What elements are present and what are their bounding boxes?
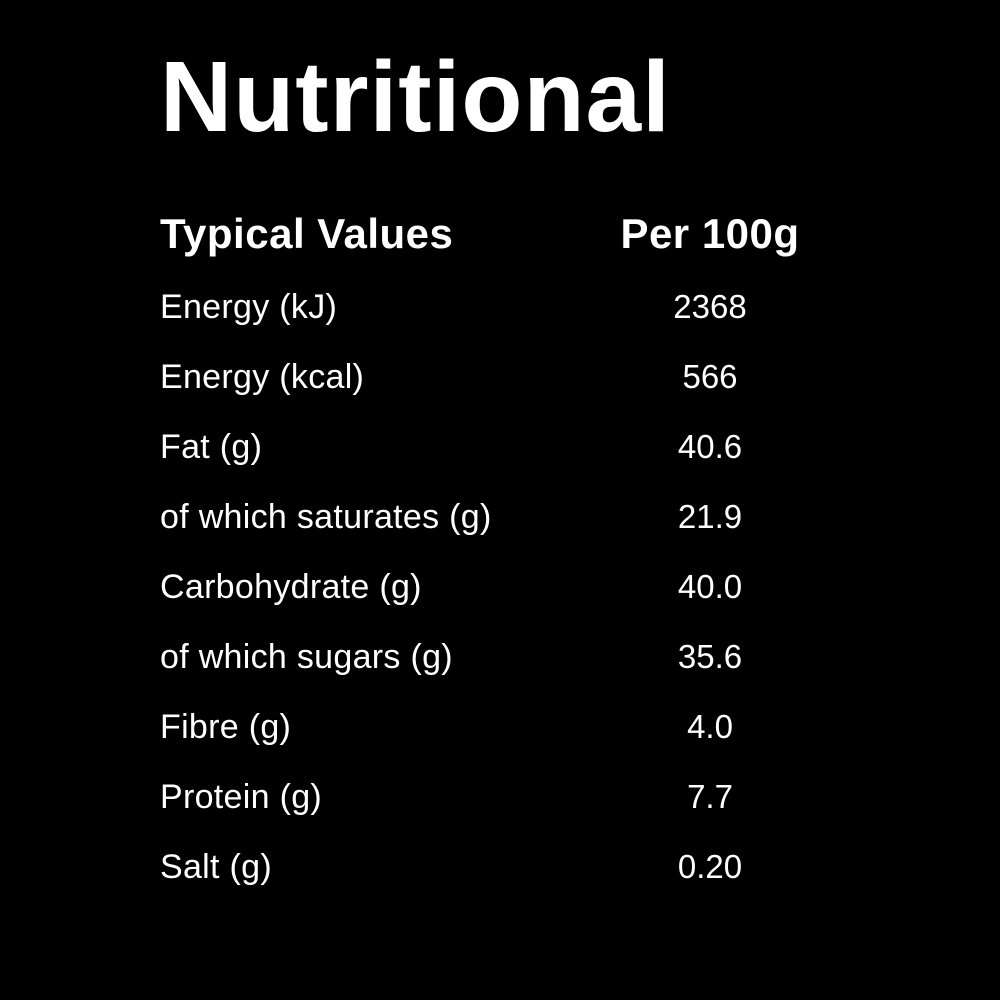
column-header-per-100g: Per 100g xyxy=(620,210,800,257)
row-value: 35.6 xyxy=(677,638,743,675)
table-row: Fat (g) 40.6 xyxy=(160,412,840,482)
table-row: Salt (g) 0.20 xyxy=(160,832,840,902)
row-label: Energy (kJ) xyxy=(160,287,338,326)
nutrition-label-panel: Nutritional Typical Values Per 100g Ener… xyxy=(160,42,840,902)
row-label: Carbohydrate (g) xyxy=(160,567,422,606)
row-label: of which sugars (g) xyxy=(160,637,453,676)
row-value: 40.0 xyxy=(677,568,743,605)
table-row: of which sugars (g) 35.6 xyxy=(160,622,840,692)
table-row: Energy (kcal) 566 xyxy=(160,342,840,412)
table-row: Protein (g) 7.7 xyxy=(160,762,840,832)
row-value: 4.0 xyxy=(687,708,733,745)
nutrition-table-rows: Energy (kJ) 2368 Energy (kcal) 566 Fat (… xyxy=(160,272,840,902)
row-value: 2368 xyxy=(673,288,747,325)
table-row: Carbohydrate (g) 40.0 xyxy=(160,552,840,622)
table-row: of which saturates (g) 21.9 xyxy=(160,482,840,552)
table-row: Fibre (g) 4.0 xyxy=(160,692,840,762)
row-value: 566 xyxy=(682,358,738,395)
row-label: of which saturates (g) xyxy=(160,497,492,536)
row-value: 7.7 xyxy=(687,778,733,815)
row-label: Fibre (g) xyxy=(160,707,292,746)
row-value: 40.6 xyxy=(677,428,743,465)
row-label: Salt (g) xyxy=(160,847,272,886)
table-header-row: Typical Values Per 100g xyxy=(160,210,840,258)
row-label: Protein (g) xyxy=(160,777,323,816)
row-label: Fat (g) xyxy=(160,427,263,466)
table-row: Energy (kJ) 2368 xyxy=(160,272,840,342)
row-value: 21.9 xyxy=(677,498,743,535)
row-label: Energy (kcal) xyxy=(160,357,365,396)
page-title: Nutritional xyxy=(160,41,671,153)
row-value: 0.20 xyxy=(677,848,743,885)
column-header-typical-values: Typical Values xyxy=(160,210,454,257)
